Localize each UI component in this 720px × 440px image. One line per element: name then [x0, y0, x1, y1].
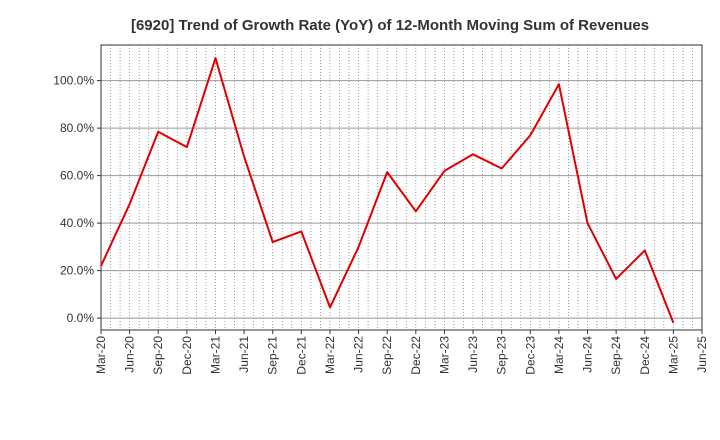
x-tick-label: Jun-23	[466, 336, 480, 373]
y-tick-label: 40.0%	[60, 216, 94, 230]
chart-title: [6920] Trend of Growth Rate (YoY) of 12-…	[131, 17, 649, 34]
x-tick-label: Mar-25	[666, 336, 680, 374]
x-tick-label: Jun-25	[695, 336, 709, 373]
x-tick-label: Sep-20	[151, 336, 165, 375]
x-tick-label: Jun-24	[581, 336, 595, 373]
x-gridlines	[110, 45, 693, 330]
x-tick-label: Jun-21	[237, 336, 251, 373]
x-tick-label: Sep-23	[495, 336, 509, 375]
plot-frame	[100, 44, 703, 331]
x-tick-label: Mar-23	[437, 336, 451, 374]
x-tick-label: Jun-22	[352, 336, 366, 373]
x-tick-label: Mar-24	[552, 336, 566, 374]
x-tick-label: Dec-21	[294, 336, 308, 375]
plot-area	[101, 45, 702, 330]
y-tick-label: 0.0%	[67, 311, 95, 325]
x-tick-label: Dec-22	[409, 336, 423, 375]
x-tick-label: Dec-20	[180, 336, 194, 375]
x-axis-ticks: Mar-20 Jun-20 Sep-20 Dec-20 Mar-21 Jun-21 Sep-…	[94, 330, 709, 375]
y-tick-label: 100.0%	[53, 74, 94, 88]
x-tick-label: Dec-24	[638, 336, 652, 375]
y-tick-label: 20.0%	[60, 264, 94, 278]
x-tick-label: Dec-23	[523, 336, 537, 375]
series-line	[100, 57, 675, 324]
x-tick-label: Sep-24	[609, 336, 623, 375]
x-tick-label: Sep-21	[266, 336, 280, 375]
x-tick-label: Mar-22	[323, 336, 337, 374]
x-tick-label: Jun-20	[123, 336, 137, 373]
y-axis-ticks: 0.0% 20.0% 40.0% 60.0% 80.0% 100.0%	[53, 74, 101, 325]
y-tick-label: 80.0%	[60, 121, 94, 135]
series-layer	[100, 57, 675, 324]
y-gridlines	[101, 80, 702, 319]
y-tick-label: 60.0%	[60, 169, 94, 183]
x-tick-label: Mar-20	[94, 336, 108, 374]
x-tick-label: Mar-21	[208, 336, 222, 374]
x-tick-label: Sep-22	[380, 336, 394, 375]
